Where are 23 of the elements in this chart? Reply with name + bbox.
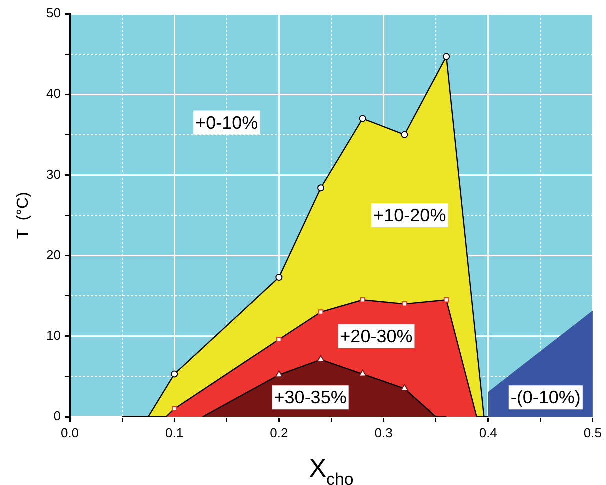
point	[276, 337, 282, 342]
annotation: +20-30%	[340, 326, 413, 346]
x-tick-label: 0.4	[479, 425, 498, 440]
point	[444, 298, 450, 303]
annotation: +10-20%	[374, 205, 446, 226]
y-tick-label: 10	[46, 328, 61, 343]
y-tick-label: 50	[46, 6, 61, 21]
y-axis-title: T (°C)	[15, 192, 32, 240]
x-tick-label: 0.2	[270, 425, 288, 440]
annotation: +0-10%	[196, 112, 258, 133]
annotation: +30-35%	[274, 388, 347, 408]
point	[172, 406, 178, 412]
y-tick-label: 40	[46, 86, 61, 102]
annotation: -(0-10%)	[510, 388, 581, 408]
y-tick-label: 30	[46, 166, 61, 182]
point	[318, 310, 324, 315]
x-tick-label: 0.1	[166, 425, 184, 440]
x-tick-label: 0.0	[60, 425, 80, 440]
point	[317, 355, 325, 362]
x-tick-label: 0.5	[584, 425, 602, 440]
y-tick-label: 0	[54, 408, 61, 424]
x-tick-label: 0.3	[374, 425, 393, 440]
y-tick-label: 20	[46, 247, 61, 262]
